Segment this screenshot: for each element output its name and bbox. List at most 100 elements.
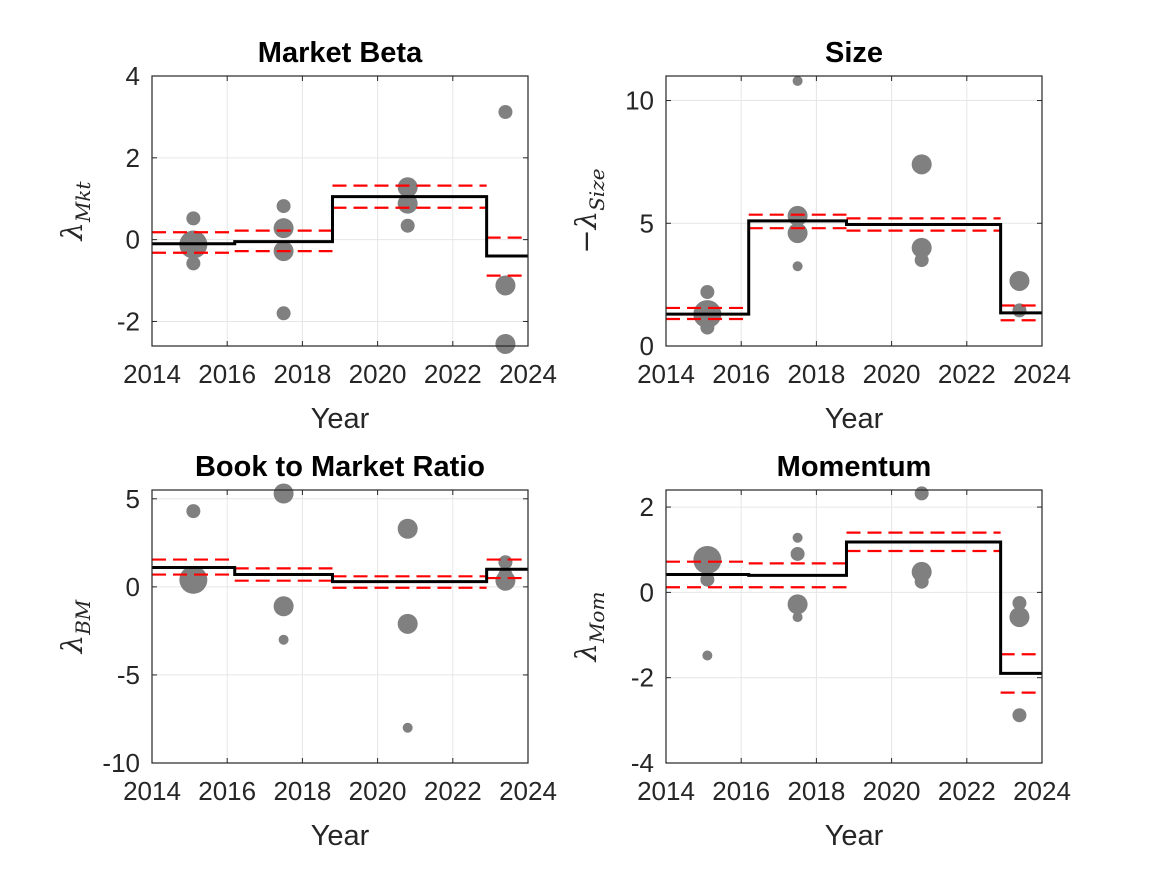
x-tick-label: 2024 <box>1013 359 1071 389</box>
x-tick-label: 2018 <box>787 359 845 389</box>
panel-4: 2014 2016 2018 2020 2022 2024 -4 -2 0 2 Momentum Ye… <box>569 451 1071 852</box>
x-tick-label: 2016 <box>712 776 770 806</box>
x-tick-label: 2018 <box>273 359 331 389</box>
data-point <box>400 218 415 233</box>
plot-area <box>152 76 528 346</box>
y-axis-label: λMkt <box>55 181 95 242</box>
y-tick-label: 0 <box>126 225 140 255</box>
data-point <box>700 572 715 587</box>
data-point <box>397 613 418 634</box>
data-point <box>700 320 715 335</box>
data-point <box>498 105 513 119</box>
data-point <box>792 261 803 272</box>
y-tick-label: 4 <box>126 61 140 91</box>
x-tick-label: 2016 <box>198 776 256 806</box>
y-tick-label: -2 <box>631 663 654 693</box>
data-point <box>787 594 808 615</box>
axes-box <box>665 75 1043 347</box>
x-tick-label: 2014 <box>123 359 181 389</box>
y-tick-label: -2 <box>117 306 140 336</box>
data-point <box>186 504 201 519</box>
x-tick-label: 2022 <box>424 776 482 806</box>
estimate-step-line <box>666 540 1042 675</box>
y-tick-label: 0 <box>640 331 654 361</box>
y-tick-label: 10 <box>625 86 654 116</box>
data-point <box>179 565 208 594</box>
panel-3: 2014 2016 2018 2020 2022 2024 -10 -5 0 5 Book to M… <box>55 451 557 852</box>
x-tick-label: 2018 <box>273 776 331 806</box>
panel-title: Book to Market Ratio <box>195 451 485 483</box>
data-point <box>1012 708 1027 723</box>
x-tick-label: 2020 <box>349 359 407 389</box>
data-point <box>911 237 932 258</box>
x-tick-label: 2014 <box>637 776 695 806</box>
y-axis-label: λMom <box>569 592 609 663</box>
data-point <box>495 333 516 354</box>
y-tick-label: 0 <box>126 572 140 602</box>
y-tick-label: -4 <box>631 748 654 778</box>
data-point <box>495 275 516 296</box>
y-tick-label: 2 <box>126 143 140 173</box>
plot-area <box>152 490 528 763</box>
x-tick-label: 2018 <box>787 776 845 806</box>
estimate-step-line <box>152 565 528 584</box>
x-tick-label: 2016 <box>198 359 256 389</box>
y-axis-label: λBM <box>55 599 95 654</box>
data-point <box>700 285 715 299</box>
panel-1: 2014 2016 2018 2020 2022 2024 -2 0 2 4 Market Beta… <box>55 37 557 435</box>
x-tick-label: 2016 <box>712 359 770 389</box>
data-point <box>792 75 803 86</box>
data-point <box>693 545 722 574</box>
y-tick-label: -10 <box>102 748 140 778</box>
data-point <box>397 177 418 198</box>
x-tick-label: 2022 <box>938 359 996 389</box>
x-tick-label: 2020 <box>349 776 407 806</box>
y-tick-label: 0 <box>640 577 654 607</box>
data-point <box>787 223 808 244</box>
y-tick-label: 2 <box>640 492 654 522</box>
y-tick-label: 5 <box>126 484 140 514</box>
panel-2: 2014 2016 2018 2020 2022 2024 0 5 10 Size Year −λSi… <box>569 37 1071 435</box>
axes-box <box>151 75 529 347</box>
data-point <box>787 205 808 226</box>
data-point <box>914 486 929 501</box>
data-point <box>790 546 805 561</box>
x-tick-label: 2022 <box>938 776 996 806</box>
data-point <box>498 555 513 570</box>
data-point <box>276 306 291 321</box>
x-axis-label: Year <box>311 820 370 852</box>
panel-title: Size <box>825 37 883 69</box>
data-point <box>914 253 929 268</box>
plot-area <box>666 76 1042 346</box>
data-point <box>397 518 418 539</box>
data-point <box>273 483 294 504</box>
data-point <box>792 532 803 543</box>
plot-area <box>666 490 1042 763</box>
y-tick-label: -5 <box>117 660 140 690</box>
data-point <box>792 612 803 623</box>
x-tick-label: 2022 <box>424 359 482 389</box>
x-axis-label: Year <box>825 820 884 852</box>
axes-box <box>151 489 529 764</box>
x-axis-label: Year <box>825 403 884 435</box>
data-point <box>186 256 201 271</box>
y-tick-label: 5 <box>640 208 654 238</box>
data-point <box>273 218 294 239</box>
data-point <box>278 634 289 645</box>
estimate-step-line <box>666 219 1042 316</box>
x-tick-label: 2014 <box>123 776 181 806</box>
x-tick-label: 2014 <box>637 359 695 389</box>
data-point <box>495 570 516 591</box>
data-point <box>186 211 201 226</box>
data-point <box>702 650 713 661</box>
axes-box <box>665 489 1043 764</box>
x-tick-label: 2024 <box>499 776 557 806</box>
data-point <box>1009 270 1030 291</box>
panel-title: Market Beta <box>258 37 423 69</box>
data-point <box>914 574 929 589</box>
x-tick-label: 2024 <box>1013 776 1071 806</box>
data-point <box>276 199 291 214</box>
x-tick-label: 2020 <box>863 776 921 806</box>
